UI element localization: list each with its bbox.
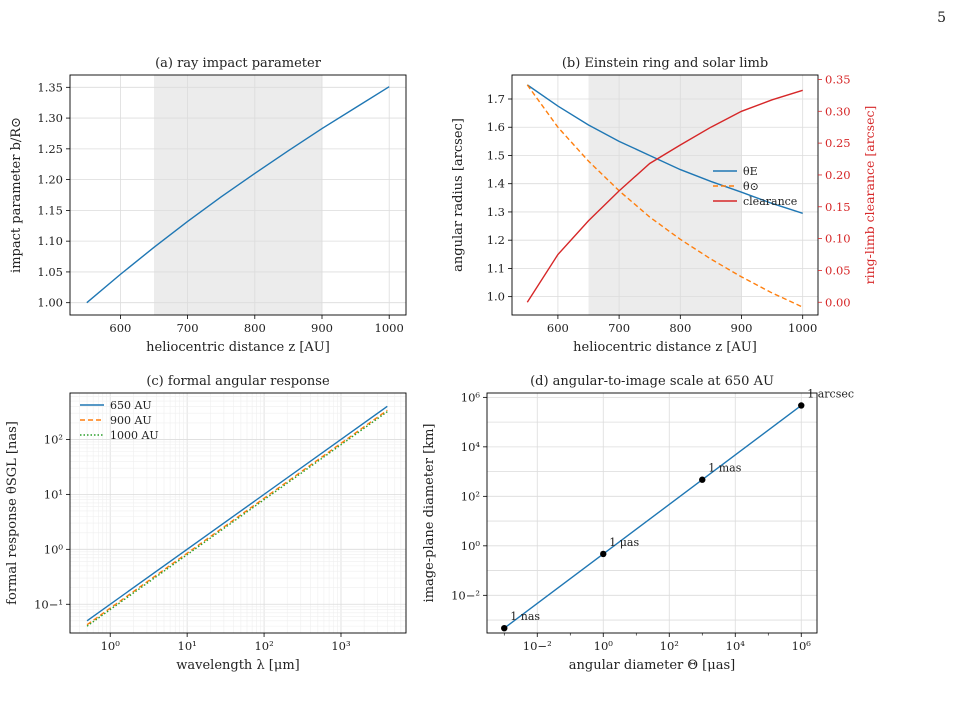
shaded-band: [588, 75, 742, 315]
legend-label: 1000 AU: [110, 429, 159, 442]
y-tick-label: 1.10: [37, 234, 63, 248]
chart-title: (d) angular-to-image scale at 650 AU: [530, 374, 774, 389]
x-axis-label: heliocentric distance z [AU]: [573, 340, 757, 355]
x-tick-label: 900: [311, 321, 333, 335]
legend-label: 900 AU: [110, 414, 152, 427]
data-point: [501, 624, 508, 632]
data-point-label: 1 mas: [708, 462, 741, 475]
y-tick-label: 1.5: [487, 148, 505, 162]
y-tick-label: 10²: [461, 489, 480, 503]
y-right-tick-label: 0.25: [825, 136, 851, 150]
plot-frame: [69, 74, 407, 316]
x-tick-label: 10³: [331, 639, 351, 653]
panel-d: 1 nas 1 μas 1 mas 1 arcsec 10−² 10⁰ 10² 10⁴ 10⁶ 1…: [422, 374, 854, 673]
plot-frame: [69, 392, 407, 634]
y-right-tick-label: 0.00: [825, 295, 851, 309]
x-tick-label: 900: [731, 321, 753, 335]
y-tick-label: 10¹: [44, 487, 63, 501]
panel-c: 10⁰ 10¹ 10² 10³ 10−¹ 10⁰ 10¹ 10² (c) formal angu…: [5, 374, 407, 673]
y-tick-label: 1.00: [37, 296, 63, 310]
y-tick-label: 10⁶: [461, 390, 481, 404]
series-line-clearance: [526, 89, 803, 303]
x-tick-label: 10¹: [178, 639, 197, 653]
y-tick-label: 10−²: [451, 588, 480, 602]
x-tick-label: 10−²: [523, 639, 552, 653]
y-tick-label: 1.3: [487, 205, 505, 219]
x-tick-label: 10⁰: [594, 639, 614, 653]
y-tick-label: 10−¹: [34, 597, 63, 611]
y-tick-label: 1.0: [487, 290, 505, 304]
y-tick-label: 1.6: [487, 120, 505, 134]
y-tick-label: 1.05: [37, 265, 63, 279]
series-line-θ⊙: [526, 84, 803, 308]
y-tick-label: 10⁴: [461, 440, 481, 454]
x-tick-label: 700: [177, 321, 199, 335]
panel-b: 600 700 800 900 1000 1.0 1.1 1.2 1.3 1.4 1.5 1.6 1.7…: [451, 56, 877, 355]
x-tick-label: 10⁴: [726, 639, 746, 653]
x-axis-label: heliocentric distance z [AU]: [146, 340, 330, 355]
y-right-axis-label: ring-limb clearance [arcsec]: [862, 106, 877, 285]
x-tick-label: 600: [547, 321, 569, 335]
legend-label: clearance: [743, 195, 797, 208]
chart-title: (c) formal angular response: [146, 374, 330, 389]
y-right-tick-label: 0.30: [825, 104, 851, 118]
series-line-0: [86, 86, 390, 304]
x-axis-label: wavelength λ [μm]: [176, 658, 299, 673]
series-line-1000-AU: [86, 411, 388, 627]
shaded-band: [154, 75, 322, 315]
legend-label: θE: [743, 165, 758, 178]
x-tick-label: 10⁶: [792, 639, 812, 653]
x-tick-label: 800: [244, 321, 266, 335]
y-tick-label: 1.20: [37, 173, 63, 187]
series-line-650-AU: [86, 405, 388, 622]
y-right-tick-label: 0.05: [825, 263, 851, 277]
series-line-900-AU: [86, 409, 388, 626]
series-line-θE: [526, 84, 803, 215]
x-tick-label: 700: [608, 321, 630, 335]
x-tick-label: 600: [109, 321, 131, 335]
y-tick-label: 10⁰: [461, 539, 481, 553]
y-tick-label: 1.2: [487, 233, 505, 247]
x-tick-label: 1000: [788, 321, 817, 335]
y-tick-label: 1.7: [487, 92, 505, 106]
x-tick-label: 10⁰: [101, 639, 121, 653]
page-number: 5: [937, 10, 946, 26]
y-axis-label: impact parameter b/R⊙: [9, 117, 24, 273]
x-tick-label: 1000: [375, 321, 404, 335]
y-axis-label: angular radius [arcsec]: [451, 118, 466, 272]
x-axis-label: angular diameter Θ [μas]: [569, 658, 735, 673]
y-right-tick-label: 0.15: [825, 200, 851, 214]
y-tick-label: 1.15: [37, 203, 63, 217]
y-right-tick-label: 0.10: [825, 232, 851, 246]
data-point: [699, 476, 706, 483]
data-point: [600, 550, 607, 558]
plot-frame: [486, 392, 818, 634]
y-tick-label: 1.35: [37, 80, 63, 94]
y-tick-label: 1.30: [37, 111, 63, 125]
panel-a: 600 700 800 900 1000 1.00 1.05 1.10 1.15 1.20 1.25…: [9, 56, 407, 355]
y-right-tick-label: 0.35: [825, 72, 851, 86]
y-tick-label: 10²: [44, 432, 63, 446]
x-tick-label: 800: [669, 321, 691, 335]
plot-frame: [511, 74, 819, 316]
y-right-tick-label: 0.20: [825, 168, 851, 182]
y-axis-label: image-plane diameter [km]: [422, 424, 437, 603]
y-tick-label: 1.25: [37, 142, 63, 156]
legend-label: θ⊙: [743, 180, 759, 193]
data-point: [798, 402, 805, 409]
data-point-label: 1 μas: [609, 536, 639, 549]
data-point-label: 1 nas: [510, 610, 540, 623]
y-axis-label: formal response θSGL [nas]: [5, 421, 20, 605]
y-tick-label: 10⁰: [44, 542, 64, 556]
x-tick-label: 10²: [254, 639, 273, 653]
legend-label: 650 AU: [110, 399, 152, 412]
x-tick-label: 10²: [660, 639, 679, 653]
y-tick-label: 1.4: [487, 177, 505, 191]
chart-title: (b) Einstein ring and solar limb: [562, 56, 768, 71]
chart-title: (a) ray impact parameter: [155, 56, 322, 71]
series-line-0: [503, 404, 802, 629]
y-tick-label: 1.1: [487, 261, 505, 275]
data-point-label: 1 arcsec: [807, 387, 854, 400]
